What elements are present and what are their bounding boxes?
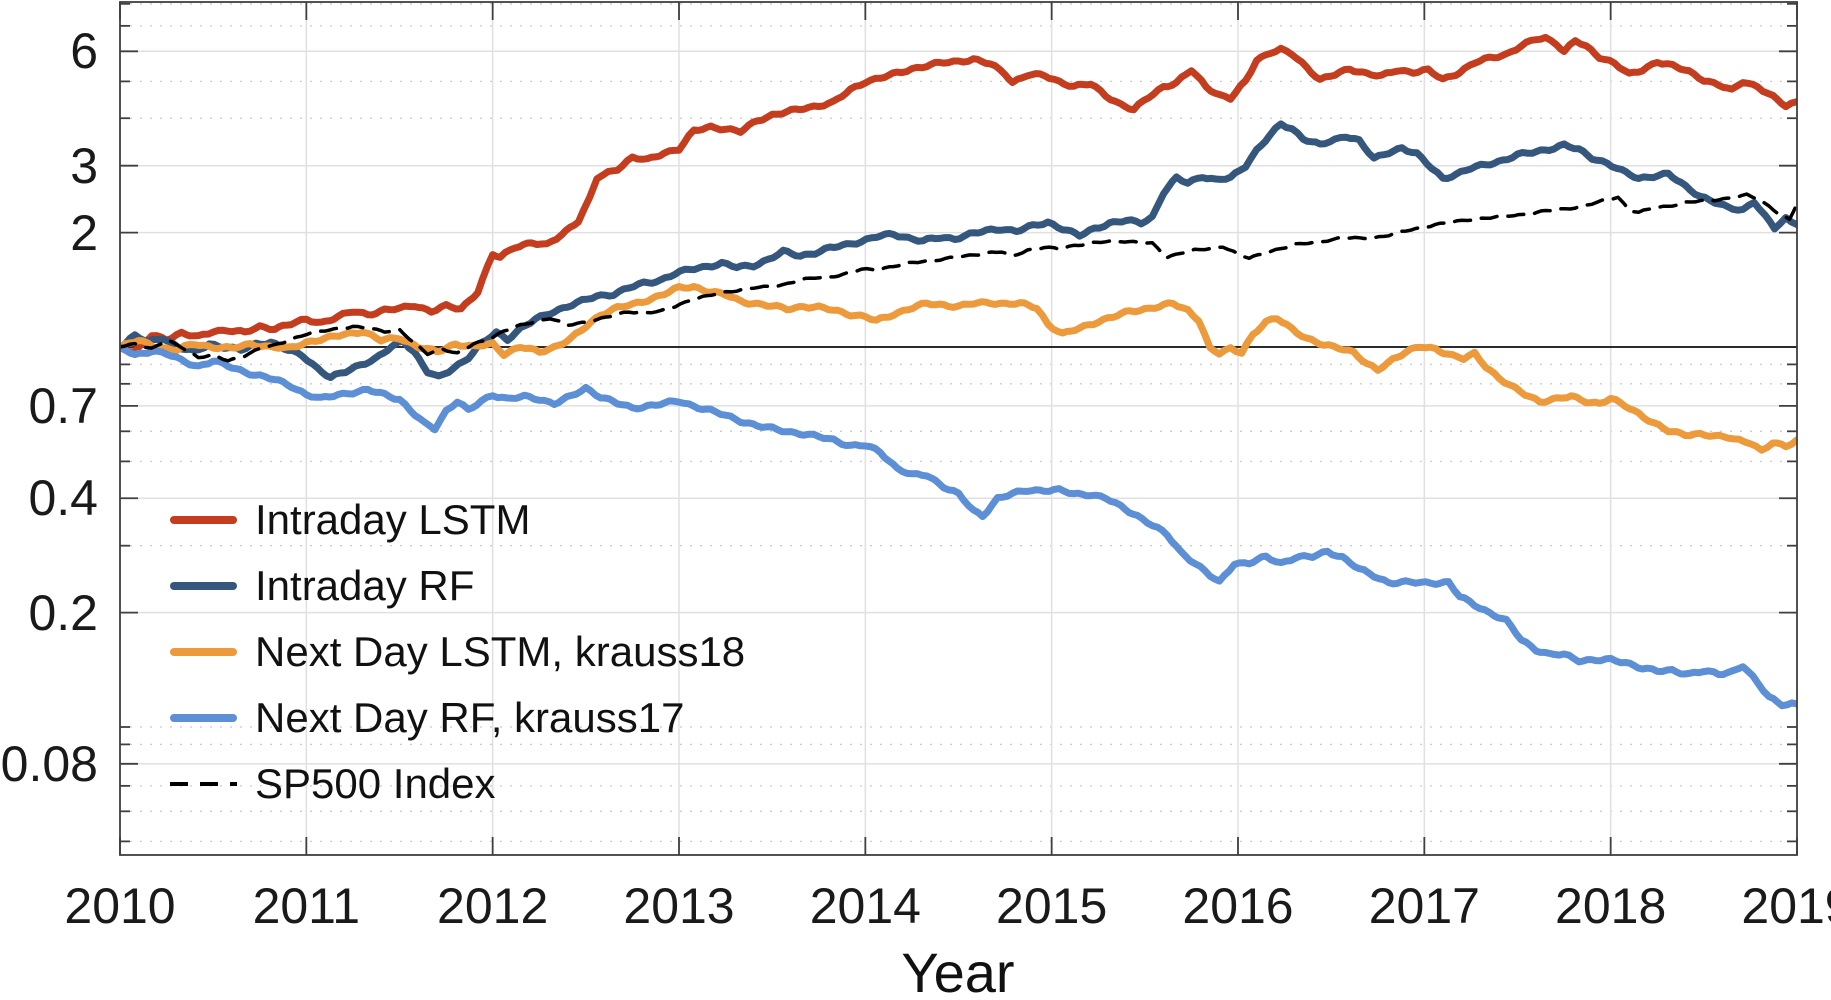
intraday-rf-line-swatch-icon (170, 582, 237, 590)
legend-label: Intraday RF (255, 562, 475, 609)
intraday-lstm-line-swatch-icon (170, 516, 237, 524)
x-tick-label-2017: 2017 (1368, 878, 1480, 934)
x-axis-title: Year (901, 941, 1015, 1000)
legend-item-intraday-rf: Intraday RF (170, 553, 745, 619)
series-line-next-day-lstm-krauss18 (120, 283, 1797, 454)
x-tick-label-2016: 2016 (1182, 878, 1294, 934)
x-tick-label-2012: 2012 (437, 878, 549, 934)
series-line-sp500-index (120, 192, 1797, 363)
y-tick-label-0.7: 0.7 (28, 377, 98, 434)
x-tick-label-2011: 2011 (252, 878, 361, 934)
x-tick-label-2014: 2014 (809, 878, 921, 934)
legend-label: Next Day LSTM, krauss18 (255, 628, 746, 675)
y-tick-label-2: 2 (70, 204, 98, 261)
legend-item-nextday-rf: Next Day RF, krauss17 (170, 685, 745, 751)
sp500-dashed-line-swatch-icon (170, 782, 237, 786)
legend-item-intraday-lstm: Intraday LSTM (170, 487, 745, 553)
y-tick-label-0.4: 0.4 (28, 470, 98, 527)
legend-label: SP500 Index (255, 760, 496, 807)
series-line-next-day-rf-krauss17 (120, 343, 1797, 710)
nextday-rf-line-swatch-icon (170, 714, 237, 722)
x-tick-label-2018: 2018 (1555, 878, 1667, 934)
y-tick-label-0.2: 0.2 (28, 584, 98, 641)
y-tick-label-0.08: 0.08 (0, 735, 98, 792)
legend: Intraday LSTM Intraday RF Next Day LSTM,… (170, 487, 745, 817)
legend-item-nextday-lstm: Next Day LSTM, krauss18 (170, 619, 745, 685)
y-tick-label-6: 6 (70, 23, 98, 80)
y-tick-label-3: 3 (70, 137, 98, 194)
x-tick-label-2019: 2019 (1741, 878, 1831, 934)
x-tick-label-2010: 2010 (64, 878, 176, 934)
legend-label: Intraday LSTM (255, 496, 531, 543)
nextday-lstm-line-swatch-icon (170, 648, 237, 656)
x-tick-label-2013: 2013 (623, 878, 735, 934)
series-line-intraday-lstm (120, 33, 1797, 356)
x-tick-label-2015: 2015 (996, 878, 1108, 934)
legend-label: Next Day RF, krauss17 (255, 694, 685, 741)
legend-item-sp500: SP500 Index (170, 751, 745, 817)
series-line-intraday-rf (120, 120, 1797, 381)
axes-frame (119, 1, 1798, 856)
